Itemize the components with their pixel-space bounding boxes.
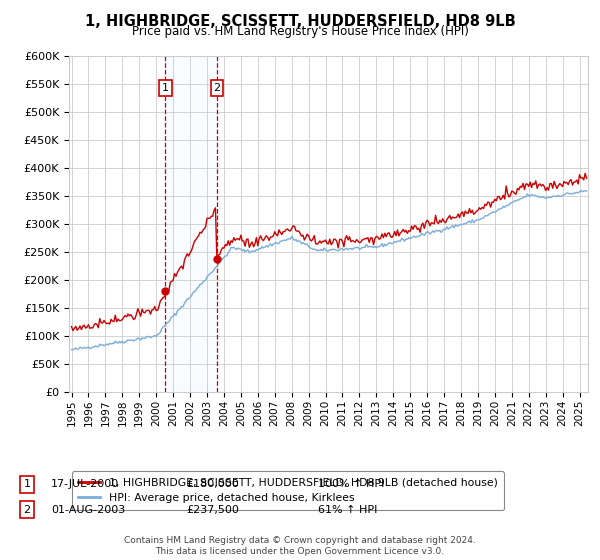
Text: 2: 2 bbox=[214, 83, 220, 93]
Text: 01-AUG-2003: 01-AUG-2003 bbox=[51, 505, 125, 515]
Text: 100% ↑ HPI: 100% ↑ HPI bbox=[318, 479, 385, 489]
Text: 61% ↑ HPI: 61% ↑ HPI bbox=[318, 505, 377, 515]
Text: 17-JUL-2000: 17-JUL-2000 bbox=[51, 479, 119, 489]
Text: 2: 2 bbox=[23, 505, 31, 515]
Text: Contains HM Land Registry data © Crown copyright and database right 2024.
This d: Contains HM Land Registry data © Crown c… bbox=[124, 536, 476, 556]
Text: 1: 1 bbox=[162, 83, 169, 93]
Text: 1: 1 bbox=[23, 479, 31, 489]
Text: Price paid vs. HM Land Registry's House Price Index (HPI): Price paid vs. HM Land Registry's House … bbox=[131, 25, 469, 38]
Text: 1, HIGHBRIDGE, SCISSETT, HUDDERSFIELD, HD8 9LB: 1, HIGHBRIDGE, SCISSETT, HUDDERSFIELD, H… bbox=[85, 14, 515, 29]
Text: £237,500: £237,500 bbox=[186, 505, 239, 515]
Legend: 1, HIGHBRIDGE, SCISSETT, HUDDERSFIELD, HD8 9LB (detached house), HPI: Average pr: 1, HIGHBRIDGE, SCISSETT, HUDDERSFIELD, H… bbox=[72, 472, 504, 510]
Bar bbox=[166, 56, 217, 392]
Text: £180,000: £180,000 bbox=[186, 479, 239, 489]
